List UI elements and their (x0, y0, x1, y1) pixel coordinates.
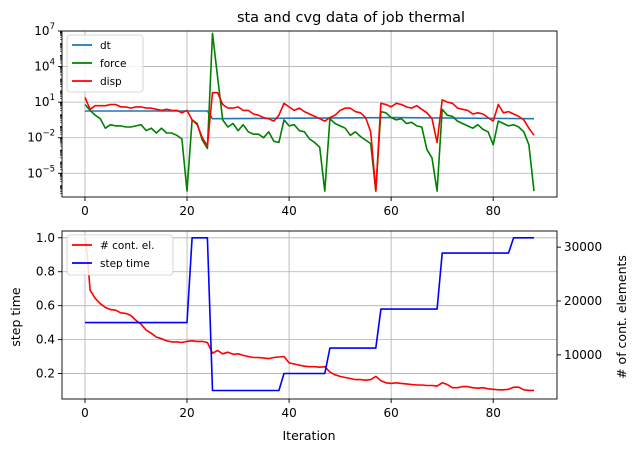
bottom-chart-series (84, 236, 534, 392)
bottom-legend-label: step time (100, 258, 150, 270)
top-chart-x-ticks: 0 20 40 60 80 (81, 197, 501, 218)
bottom-chart-x-ticks: 0 20 40 60 80 (81, 399, 501, 420)
bottom-x-tick-label: 0 (81, 406, 89, 420)
bottom-chart-y2-label: # of cont. elements (614, 255, 629, 379)
bottom-legend-box (66, 234, 174, 276)
bottom-chart: 0 20 40 60 80 0.2 0.4 0.6 0.8 1.0 10000 20000 3000… (8, 230, 629, 443)
bottom-y-tick-label: 0.6 (36, 299, 55, 313)
top-legend-box (66, 34, 144, 93)
bottom-y-tick-label: 0.8 (36, 265, 55, 279)
bottom-chart-y-label: step time (8, 287, 23, 347)
bottom-y-tick-label: 1.0 (36, 231, 55, 245)
bottom-chart-y2-ticks: 10000 20000 30000 (557, 240, 602, 362)
top-series-line-dt (85, 110, 535, 120)
bottom-y2-tick-label: 20000 (564, 294, 602, 308)
bottom-x-tick-label: 80 (486, 406, 501, 420)
top-chart-legend: dt force disp (66, 34, 144, 93)
bottom-chart-axes (61, 230, 558, 400)
top-chart: sta and cvg data of job thermal 0 20 40 60 8… (27, 10, 558, 218)
top-legend-label: disp (100, 76, 122, 88)
top-legend-label: force (100, 58, 126, 70)
top-x-tick-label: 40 (281, 204, 296, 218)
bottom-plot-frame (61, 230, 558, 400)
top-series-line-force (84, 32, 535, 192)
bottom-chart-y-ticks: 0.2 0.4 0.6 0.8 1.0 (36, 231, 62, 381)
top-chart-axes (61, 30, 558, 198)
top-chart-y-ticks: 107 104 101 10−2 10−5 (27, 22, 62, 194)
bottom-x-tick-label: 40 (281, 406, 296, 420)
bottom-y-tick-label: 0.4 (36, 333, 55, 347)
bottom-y2-tick-label: 30000 (564, 240, 602, 254)
bottom-x-tick-label: 20 (179, 406, 194, 420)
top-legend-label: dt (100, 40, 111, 52)
bottom-x-tick-label: 60 (384, 406, 399, 420)
top-y-tick-label: 104 (34, 58, 55, 74)
top-x-tick-label: 0 (81, 204, 89, 218)
top-chart-title: sta and cvg data of job thermal (237, 10, 465, 26)
top-x-tick-label: 80 (486, 204, 501, 218)
bottom-chart-legend: # cont. el. step time (66, 234, 174, 276)
top-plot-frame (61, 30, 558, 198)
top-y-tick-label: 10−2 (27, 129, 55, 145)
top-y-tick-label: 10−5 (27, 164, 55, 180)
bottom-series-line-step-time (85, 237, 534, 392)
bottom-chart-x-label: Iteration (282, 428, 335, 443)
bottom-y2-tick-label: 10000 (564, 348, 602, 362)
bottom-y-tick-label: 0.2 (36, 367, 55, 381)
top-series-line-disp (84, 91, 535, 192)
bottom-legend-label: # cont. el. (100, 240, 155, 252)
top-y-tick-label: 107 (34, 22, 55, 38)
top-x-tick-label: 60 (384, 204, 399, 218)
top-x-tick-label: 20 (179, 204, 194, 218)
bottom-series-line--cont-el- (84, 236, 534, 392)
top-y-tick-label: 101 (34, 93, 55, 109)
top-chart-series (84, 32, 535, 192)
